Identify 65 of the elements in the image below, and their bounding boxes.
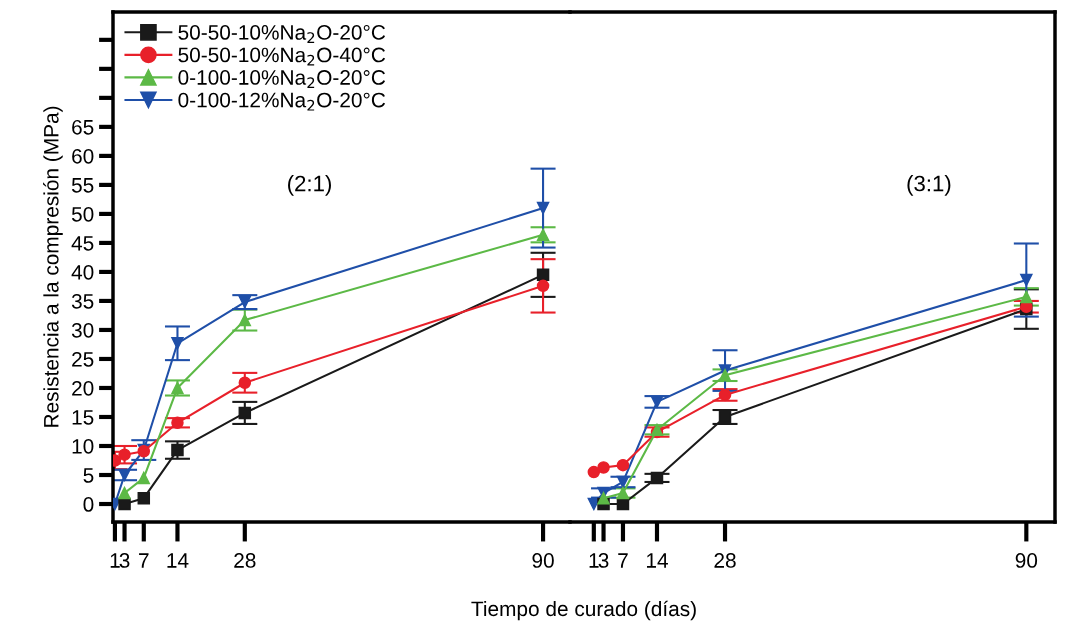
x-tick-label: 3	[598, 553, 609, 568]
point	[597, 461, 610, 474]
y-tick-label: 50	[71, 206, 94, 222]
point	[536, 201, 550, 215]
y-axis-title: Resistencia a la compresión (MPa)	[43, 106, 63, 427]
x-tick-label: 3	[119, 553, 130, 568]
legend-label: 50-50-10%Na$_{2}$O-20°C	[178, 25, 386, 43]
legend-label: 50-50-10%Na$_{2}$O-40°C	[178, 47, 386, 66]
point	[118, 486, 131, 500]
x-tick-label: 1	[110, 553, 120, 568]
y-tick-label: 10	[72, 438, 94, 454]
point	[238, 313, 252, 327]
y-tick-label: 25	[72, 351, 94, 367]
point	[536, 228, 550, 242]
point	[616, 486, 630, 500]
y-tick-label: 15	[72, 410, 94, 425]
x-tick-label: 7	[139, 553, 149, 568]
point	[171, 416, 184, 430]
x-tick-label: 90	[532, 553, 554, 568]
point	[616, 475, 630, 489]
point	[171, 337, 184, 350]
x-axis-title: Tiempo de curado (días)	[471, 600, 696, 621]
x-tick-label: 7	[618, 553, 628, 568]
point	[597, 491, 610, 505]
y-tick-label: 55	[71, 178, 94, 193]
x-tick-label: 14	[646, 553, 668, 568]
point	[718, 368, 732, 382]
point	[118, 448, 131, 461]
annotation: (3:1)	[907, 175, 951, 196]
point	[536, 268, 550, 282]
annotation: (2:1)	[288, 175, 331, 196]
point	[718, 388, 732, 402]
y-tick-label: 40	[71, 264, 94, 280]
point	[238, 406, 252, 420]
point	[238, 295, 252, 309]
point	[536, 279, 550, 293]
point	[650, 395, 664, 409]
point	[118, 468, 131, 482]
point	[616, 458, 630, 472]
x-tick-label: 14	[167, 553, 189, 568]
x-tick-label: 1	[589, 553, 599, 568]
y-tick-label: 60	[72, 148, 94, 164]
point	[137, 471, 151, 485]
y-tick-label: 35	[71, 293, 94, 309]
legend-label: 0-100-10%Na$_{2}$O-20°C	[178, 70, 386, 89]
y-tick-label: 65	[72, 119, 94, 135]
x-tick-label: 28	[234, 553, 256, 568]
y-tick-label: 45	[71, 236, 94, 251]
x-tick-label: 90	[1015, 553, 1038, 568]
point	[238, 376, 252, 390]
point	[1020, 290, 1033, 304]
point	[718, 410, 732, 424]
point	[650, 471, 664, 485]
point	[137, 491, 151, 505]
y-tick-label: 0	[83, 497, 94, 512]
legend-label: 0-100-12%Na$_{2}$O-20°C	[178, 92, 386, 111]
x-tick-label: 28	[714, 553, 736, 568]
point	[118, 497, 131, 511]
point	[171, 381, 184, 395]
y-tick-label: 20	[72, 380, 94, 396]
point	[587, 465, 601, 479]
point	[1020, 273, 1033, 287]
y-tick-label: 30	[71, 322, 94, 338]
y-tick-label: 5	[83, 468, 94, 483]
point	[171, 443, 184, 457]
